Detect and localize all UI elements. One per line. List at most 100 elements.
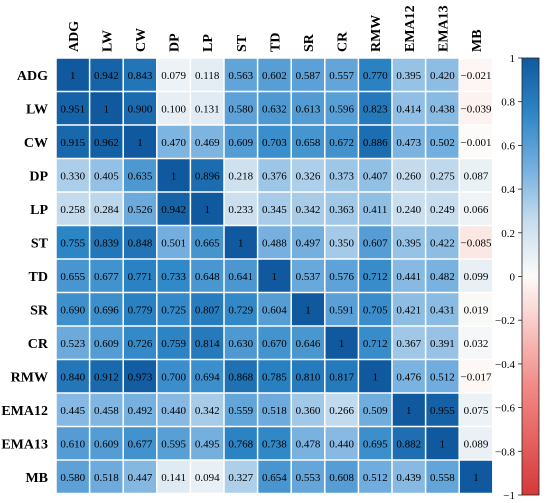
cell-value-label: 0.630 — [228, 338, 253, 350]
column-label: TD — [268, 33, 283, 52]
cell-value-label: 0.473 — [396, 137, 421, 149]
heatmap-cell — [459, 460, 493, 493]
heatmap-cell — [123, 393, 157, 426]
heatmap-cell — [123, 159, 157, 192]
cell-value-label: 0.420 — [430, 70, 455, 82]
cell-value-label: 0.823 — [363, 103, 388, 115]
cell-value-label: 0.973 — [128, 371, 153, 383]
cell-value-label: 0.066 — [464, 204, 489, 216]
cell-value-label: 0.469 — [195, 137, 220, 149]
cell-value-label: 0.497 — [296, 237, 321, 249]
cell-value-label: 0.646 — [296, 338, 321, 350]
heatmap-cell — [90, 226, 123, 259]
heatmap-cell — [325, 326, 358, 359]
heatmap-cell — [191, 427, 224, 460]
heatmap-cell — [392, 125, 425, 158]
cell-value-label: 0.882 — [396, 438, 421, 450]
heatmap-cell — [426, 226, 459, 259]
column-label: MB — [470, 29, 485, 52]
cell-value-label: 0.632 — [262, 103, 287, 115]
heatmap-cell — [258, 226, 291, 259]
heatmap-cell — [56, 58, 89, 91]
cell-value-label: 0.768 — [228, 438, 253, 450]
cell-value-label: 0.405 — [94, 170, 119, 182]
heatmap-cell — [191, 159, 224, 192]
cell-value-label: 0.705 — [363, 304, 388, 316]
cell-value-label: 0.558 — [430, 472, 455, 484]
heatmap-cell — [224, 159, 257, 192]
cell-value-label: 0.502 — [430, 137, 455, 149]
row-label: RMW — [11, 370, 48, 385]
row-label: MB — [25, 471, 48, 486]
cell-value-label: 0.476 — [396, 371, 421, 383]
cell-value-label: 1 — [238, 237, 244, 249]
heatmap-cell — [291, 460, 325, 493]
heatmap-cell — [123, 226, 157, 259]
cell-value-label: 0.518 — [262, 405, 287, 417]
heatmap-cell — [157, 326, 190, 359]
cell-value-label: 0.100 — [161, 103, 186, 115]
heatmap-cell — [359, 92, 392, 125]
heatmap-cell — [258, 159, 291, 192]
heatmap-cell — [224, 125, 257, 158]
heatmap-cell — [191, 460, 224, 493]
heatmap-cell — [426, 58, 459, 91]
heatmap-cell — [291, 393, 325, 426]
heatmap-cell — [459, 259, 493, 292]
cell-value-label: 0.327 — [228, 472, 253, 484]
row-label: DP — [29, 169, 48, 184]
cell-value-label: 0.099 — [464, 271, 489, 283]
heatmap-cell — [157, 427, 190, 460]
cell-value-label: 0.580 — [60, 472, 85, 484]
row-label: SR — [30, 303, 49, 318]
row-label: EMA12 — [1, 404, 48, 419]
cell-value-label: 1 — [372, 371, 378, 383]
heatmap-cell — [325, 226, 358, 259]
colorbar-tick-label: −0.6 — [495, 403, 515, 415]
heatmap-cell — [56, 360, 89, 393]
heatmap-cell — [291, 192, 325, 225]
heatmap-cell — [157, 226, 190, 259]
colorbar: 1 0.8 0.6 0.4 0.2 0 −0.2 −0.4 −0.6 −0.8 −1 — [495, 53, 540, 502]
heatmap-cell — [291, 58, 325, 91]
cell-value-label: 1 — [171, 170, 177, 182]
cell-value-label: 0.342 — [296, 204, 321, 216]
heatmap-cell — [325, 92, 358, 125]
cell-value-label: 1 — [339, 338, 345, 350]
heatmap-cell — [123, 125, 157, 158]
colorbar-tick-label: 0.4 — [501, 184, 515, 196]
heatmap-cell — [459, 192, 493, 225]
cell-value-label: 1 — [440, 438, 446, 450]
cell-value-label: 0.951 — [60, 103, 85, 115]
heatmap-cell — [123, 192, 157, 225]
cell-value-label: −0.085 — [461, 237, 492, 249]
heatmap-cell — [291, 92, 325, 125]
heatmap-cell — [392, 226, 425, 259]
heatmap-cell — [157, 125, 190, 158]
colorbar-tick-label: 1 — [510, 53, 516, 65]
heatmap-cell — [426, 92, 459, 125]
cell-value-label: 0.512 — [363, 472, 388, 484]
heatmap-cell — [90, 393, 123, 426]
heatmap-cell — [258, 393, 291, 426]
row-labels: ADG LW CW DP LP ST TD SR CR RMW EMA12 EMA13 MB — [1, 69, 49, 486]
heatmap-cell — [359, 159, 392, 192]
heatmap-cell — [392, 159, 425, 192]
colorbar-tick-label: 0.2 — [501, 228, 515, 240]
heatmap-cell — [426, 326, 459, 359]
heatmap-cell — [56, 125, 89, 158]
cell-value-label: 0.665 — [195, 237, 220, 249]
heatmap-cell — [56, 159, 89, 192]
cell-value-label: 0.654 — [262, 472, 287, 484]
heatmap-cell — [359, 326, 392, 359]
heatmap-cell — [392, 192, 425, 225]
cell-value-label: 0.557 — [329, 70, 354, 82]
heatmap-cell — [459, 293, 493, 326]
heatmap-cell — [123, 58, 157, 91]
heatmap-cell — [56, 259, 89, 292]
cell-value-label: 0.609 — [228, 137, 253, 149]
heatmap-cell — [224, 92, 257, 125]
cell-value-label: 0.672 — [329, 137, 354, 149]
cell-value-label: 0.275 — [430, 170, 455, 182]
heatmap-cell — [359, 226, 392, 259]
